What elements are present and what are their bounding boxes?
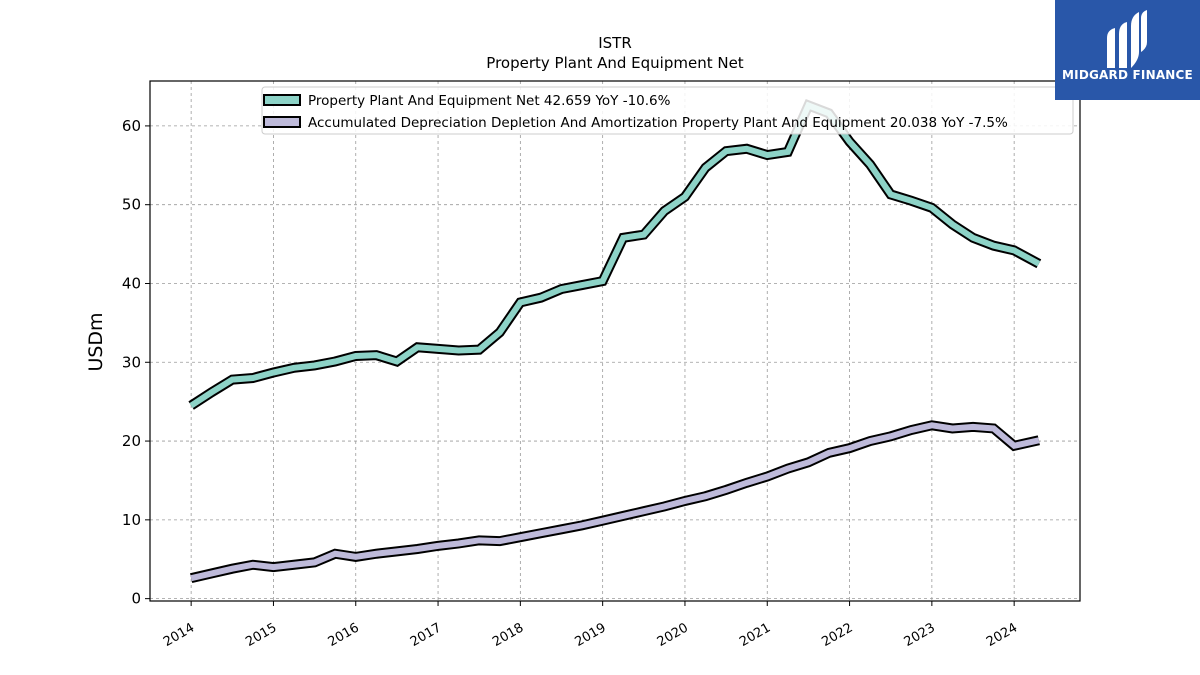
series-line-2 [190, 420, 1040, 584]
chart-subtitle: Property Plant And Equipment Net [486, 54, 743, 72]
midgard-logo-icon [1107, 10, 1147, 68]
series-line-fill [190, 422, 1040, 582]
y-tick-label: 50 [122, 196, 141, 214]
y-tick-label: 0 [131, 590, 141, 608]
brand-name: MIDGARD FINANCE [1062, 68, 1193, 82]
y-tick-label: 10 [122, 511, 141, 529]
y-tick-label: 60 [122, 117, 141, 135]
y-tick-label: 20 [122, 432, 141, 450]
series-line-1 [188, 99, 1042, 410]
y-axis: 0 10 20 30 40 50 60 [122, 117, 150, 608]
y-tick-label: 30 [122, 353, 141, 371]
series-layer [188, 99, 1042, 584]
chart-title: ISTR [598, 34, 632, 52]
legend: Property Plant And Equipment Net 42.659 … [261, 86, 1074, 135]
legend-box [261, 86, 1074, 135]
legend-entry-label: Property Plant And Equipment Net 42.659 … [308, 93, 671, 109]
legend-entry-label: Accumulated Depreciation Depletion And A… [308, 115, 1008, 131]
brand-logo: MIDGARD FINANCE [1055, 0, 1200, 100]
plot-frame [149, 80, 1081, 602]
y-axis-label: USDm [85, 312, 107, 371]
legend-swatch [263, 94, 301, 106]
series-line-fill [189, 101, 1041, 409]
y-tick-label: 40 [122, 274, 141, 292]
legend-swatch [263, 116, 301, 128]
grid-lines [150, 81, 1080, 601]
